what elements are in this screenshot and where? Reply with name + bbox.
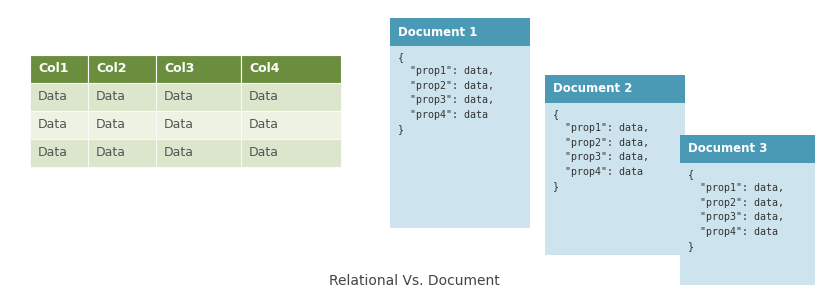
- Bar: [30, 83, 88, 111]
- Text: Col4: Col4: [248, 63, 279, 76]
- Text: Col1: Col1: [38, 63, 69, 76]
- Text: Relational Vs. Document: Relational Vs. Document: [329, 274, 499, 288]
- Text: Document 1: Document 1: [397, 25, 477, 38]
- Bar: [156, 83, 241, 111]
- Text: Data: Data: [248, 146, 279, 159]
- Bar: [389, 46, 529, 228]
- Text: Col3: Col3: [164, 63, 194, 76]
- Bar: [88, 55, 156, 83]
- Bar: [679, 163, 814, 285]
- Text: Data: Data: [248, 91, 279, 104]
- Text: Data: Data: [38, 146, 68, 159]
- Text: Document 3: Document 3: [687, 143, 767, 156]
- Bar: [30, 111, 88, 139]
- Text: Data: Data: [164, 146, 194, 159]
- Bar: [88, 139, 156, 167]
- Text: Data: Data: [164, 118, 194, 131]
- Bar: [241, 111, 340, 139]
- Text: Data: Data: [96, 91, 126, 104]
- Bar: [544, 75, 684, 103]
- Text: Data: Data: [96, 146, 126, 159]
- Bar: [30, 55, 88, 83]
- Bar: [241, 55, 340, 83]
- Bar: [544, 103, 684, 255]
- Text: Data: Data: [164, 91, 194, 104]
- Bar: [241, 83, 340, 111]
- Text: Document 2: Document 2: [552, 82, 632, 95]
- Text: Data: Data: [248, 118, 279, 131]
- Bar: [30, 139, 88, 167]
- Bar: [156, 55, 241, 83]
- Bar: [241, 139, 340, 167]
- Bar: [679, 135, 814, 163]
- Bar: [88, 111, 156, 139]
- Text: {
  "prop1": data,
  "prop2": data,
  "prop3": data,
  "prop4": data
}: { "prop1": data, "prop2": data, "prop3":…: [397, 52, 493, 134]
- Bar: [156, 111, 241, 139]
- Text: {
  "prop1": data,
  "prop2": data,
  "prop3": data,
  "prop4": data
}: { "prop1": data, "prop2": data, "prop3":…: [687, 169, 783, 251]
- Text: Col2: Col2: [96, 63, 127, 76]
- Bar: [156, 139, 241, 167]
- Text: Data: Data: [96, 118, 126, 131]
- Text: Data: Data: [38, 91, 68, 104]
- Text: Data: Data: [38, 118, 68, 131]
- Bar: [389, 18, 529, 46]
- Text: {
  "prop1": data,
  "prop2": data,
  "prop3": data,
  "prop4": data
}: { "prop1": data, "prop2": data, "prop3":…: [552, 109, 648, 191]
- Bar: [88, 83, 156, 111]
